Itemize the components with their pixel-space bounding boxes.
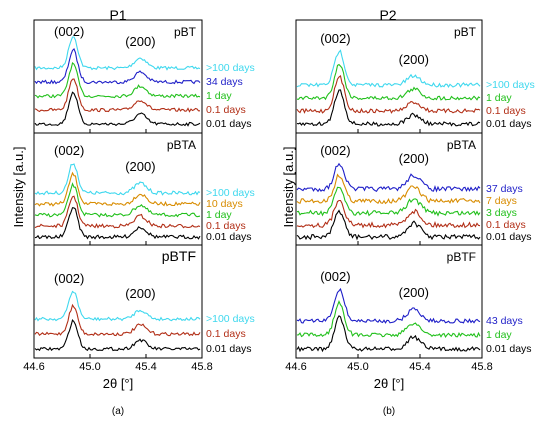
series-line [34, 62, 201, 99]
x-tick-label: 45.8 [471, 361, 492, 373]
series-line [296, 315, 481, 353]
caption-b: (b) [383, 406, 395, 417]
panel-name-label: pBT [454, 25, 477, 39]
series-line [296, 287, 481, 324]
series-label: 3 days [486, 207, 517, 219]
series-line [34, 36, 201, 71]
series-label: 0.1 days [206, 220, 246, 232]
series-line [34, 195, 201, 229]
panel-name-label: pBT [174, 25, 197, 39]
panel-name-label: pBTA [167, 138, 196, 152]
peak-label-002: (002) [320, 269, 350, 284]
peak-label-002: (002) [320, 143, 350, 158]
series-label: 37 days [486, 183, 523, 195]
series-label: 7 days [486, 195, 517, 207]
series-label: >100 days [206, 187, 255, 199]
series-label: 1 day [486, 329, 512, 341]
series-label: 43 days [486, 315, 523, 327]
peak-label-200: (200) [399, 285, 429, 300]
series-label: 0.01 days [486, 118, 532, 130]
x-tick-label: 45.4 [409, 361, 430, 373]
series-label: 0.01 days [206, 343, 252, 355]
panel-name-label: pBTF [162, 248, 196, 264]
x-axis-label-left: 2θ [°] [103, 376, 134, 391]
peak-label-200: (200) [125, 34, 155, 49]
series-line [296, 209, 481, 241]
series-line [296, 300, 481, 338]
peak-label-002: (002) [54, 143, 84, 158]
series-line [34, 303, 201, 337]
x-tick-labels: 44.6 45.0 45.4 45.8 44.6 45.0 45.4 45.8 [23, 361, 492, 373]
series-label: 34 days [206, 76, 243, 88]
series-line [34, 182, 201, 218]
series-line [34, 78, 200, 113]
series-line [296, 49, 481, 89]
x-axis-label-right: 2θ [°] [374, 376, 405, 391]
series-label: 0.01 days [206, 231, 252, 243]
series-label: >100 days [486, 79, 535, 91]
series-label: >100 days [206, 313, 255, 325]
series-label: 0.01 days [486, 231, 532, 243]
panel-name-label: pBTA [447, 138, 476, 152]
series-label: 0.1 days [206, 104, 246, 116]
y-axis-label-right: Intensity [a.u.] [281, 147, 296, 228]
caption-a: (a) [112, 406, 124, 417]
series-line [296, 199, 481, 229]
series-line [296, 89, 481, 127]
series-line [34, 207, 201, 240]
column-title-p1: P1 [109, 7, 126, 23]
peak-label-200: (200) [399, 52, 429, 67]
series-label: 10 days [206, 198, 243, 210]
series-label: 0.1 days [486, 105, 526, 117]
panel-name-label: pBTF [447, 250, 476, 264]
peak-label-002: (002) [54, 24, 84, 39]
series-line [296, 186, 481, 217]
x-tick-label: 45.4 [135, 361, 156, 373]
series-label: 0.01 days [486, 343, 532, 355]
series-label: 0.1 days [206, 328, 246, 340]
panel-frame-p1-pbtf [33, 244, 203, 359]
series-label: 0.01 days [206, 118, 252, 130]
series-line [34, 163, 201, 196]
peak-label-200: (200) [399, 151, 429, 166]
series-line [296, 63, 481, 101]
x-tick-label: 44.6 [285, 361, 306, 373]
peak-label-002: (002) [320, 31, 350, 46]
peak-label-002: (002) [54, 271, 84, 286]
series-line [34, 318, 201, 352]
series-line [296, 74, 481, 114]
peak-label-200: (200) [125, 286, 155, 301]
column-title-p2: P2 [379, 7, 396, 23]
series-line [34, 48, 201, 85]
series-label: 1 day [206, 209, 232, 221]
x-tick-label: 45.8 [191, 361, 212, 373]
series-label: 1 day [206, 90, 232, 102]
series-line [34, 290, 201, 322]
series-label: 1 day [486, 92, 512, 104]
y-axis-label-left: Intensity [a.u.] [11, 147, 26, 228]
series-line [34, 171, 201, 207]
series-line [296, 173, 481, 205]
series-line [34, 91, 201, 127]
x-tick-label: 44.6 [23, 361, 44, 373]
series-label: >100 days [206, 62, 255, 74]
panel-frame-p2-pbtf [295, 244, 483, 359]
x-tick-label: 45.0 [347, 361, 368, 373]
series-label: 0.1 days [486, 219, 526, 231]
peak-label-200: (200) [125, 159, 155, 174]
x-tick-label: 45.0 [79, 361, 100, 373]
series-line [296, 162, 481, 193]
